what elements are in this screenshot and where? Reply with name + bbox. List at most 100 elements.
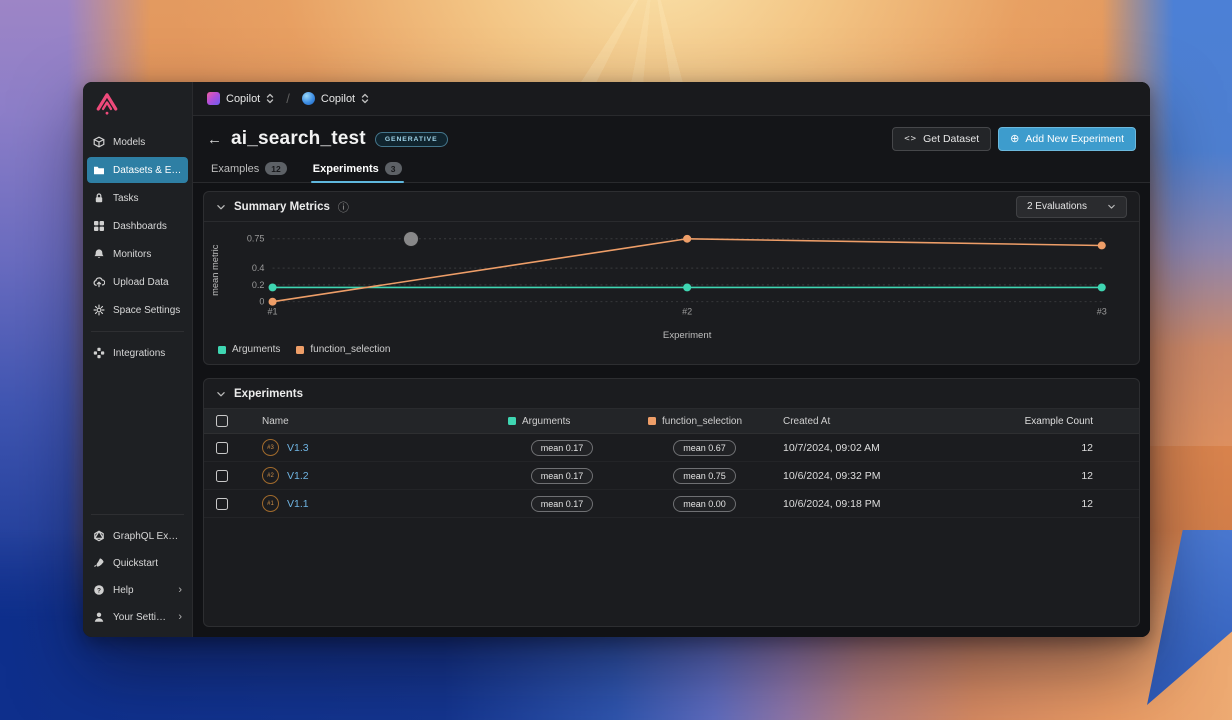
- function-selection-mean-pill: mean 0.00: [673, 495, 736, 512]
- gear-icon: [93, 304, 105, 316]
- collapse-chevron-icon[interactable]: [216, 203, 226, 211]
- row-checkbox[interactable]: [216, 497, 228, 510]
- svg-text:0.75: 0.75: [247, 234, 265, 244]
- table-row[interactable]: #3 V1.3 mean 0.17 mean 0.67 10/7/2024, 0…: [204, 434, 1139, 462]
- info-icon[interactable]: ⓘ: [337, 201, 349, 214]
- page-header: ← ai_search_test GENERATIVE <> Get Datas…: [193, 116, 1150, 153]
- breadcrumb-label: Copilot: [320, 92, 356, 105]
- row-checkbox[interactable]: [216, 441, 228, 454]
- metrics-line-chart: 0 0.2 0.4 0.75 #1 #2 #3 Experiment mean metric: [204, 222, 1139, 342]
- tab-count-badge: 3: [384, 162, 402, 175]
- column-header-arguments[interactable]: Arguments: [492, 416, 632, 427]
- function-selection-mean-pill: mean 0.75: [673, 467, 736, 484]
- experiment-number-badge: #1: [262, 495, 279, 512]
- sidebar-item-space-settings[interactable]: Space Settings: [87, 297, 188, 323]
- cloud-upload-icon: [93, 277, 105, 288]
- legend-label: Arguments: [232, 344, 281, 355]
- sidebar-item-datasets[interactable]: Datasets & Expe...: [87, 157, 188, 183]
- breadcrumb: Copilot / Copilot: [193, 82, 1150, 116]
- evaluations-dropdown-value: 2 Evaluations: [1026, 201, 1087, 212]
- sidebar-item-graphql-explorer[interactable]: GraphQL Explore...: [87, 523, 188, 549]
- chevron-right-icon: ›: [178, 611, 182, 623]
- svg-text:0: 0: [259, 297, 264, 307]
- sidebar-item-your-settings[interactable]: Your Settings ›: [87, 604, 188, 630]
- sidebar-item-dashboards[interactable]: Dashboards: [87, 213, 188, 239]
- back-button[interactable]: ←: [207, 130, 222, 148]
- sidebar-item-label: Dashboards: [113, 220, 167, 232]
- svg-text:Experiment: Experiment: [663, 330, 712, 341]
- integrations-icon: [93, 347, 105, 359]
- sidebar-item-help[interactable]: ? Help ›: [87, 577, 188, 603]
- breadcrumb-dataset-selector[interactable]: Copilot: [207, 92, 274, 105]
- collapse-chevron-icon[interactable]: [216, 390, 226, 398]
- experiment-name-link[interactable]: V1.1: [287, 497, 309, 510]
- example-count-cell: 12: [1081, 497, 1093, 510]
- created-at-cell: 10/7/2024, 09:02 AM: [783, 441, 880, 454]
- panel-title: Summary Metrics: [234, 200, 330, 213]
- sidebar-item-tasks[interactable]: Tasks: [87, 185, 188, 211]
- dataset-gradient-icon: [207, 92, 220, 105]
- sidebar-item-label: Upload Data: [113, 276, 169, 288]
- table-row[interactable]: #1 V1.1 mean 0.17 mean 0.00 10/6/2024, 0…: [204, 490, 1139, 518]
- svg-text:0.4: 0.4: [252, 263, 265, 273]
- sidebar-item-label: Integrations: [113, 347, 166, 359]
- select-all-checkbox[interactable]: [216, 415, 228, 427]
- chevron-down-icon: [1108, 204, 1115, 209]
- sidebar-divider: [91, 331, 184, 332]
- breadcrumb-separator: /: [286, 91, 290, 106]
- tab-label: Examples: [211, 162, 260, 175]
- example-count-cell: 12: [1081, 469, 1093, 482]
- tab-count-badge: 12: [265, 162, 287, 175]
- experiment-name-link[interactable]: V1.2: [287, 469, 309, 482]
- sidebar-item-monitors[interactable]: Monitors: [87, 241, 188, 267]
- legend-swatch: [218, 345, 226, 354]
- created-at-cell: 10/6/2024, 09:32 PM: [783, 469, 881, 482]
- person-icon: [94, 612, 104, 622]
- column-header-function-selection[interactable]: function_selection: [632, 416, 777, 427]
- tab-experiments[interactable]: Experiments 3: [310, 157, 404, 183]
- app-window: Models Datasets & Expe... Tasks Dashboar…: [83, 82, 1150, 637]
- sidebar-item-label: Models: [113, 136, 146, 148]
- column-header-created-at[interactable]: Created At: [783, 415, 831, 427]
- sidebar: Models Datasets & Expe... Tasks Dashboar…: [83, 82, 193, 637]
- get-dataset-button[interactable]: <> Get Dataset: [892, 127, 992, 151]
- cube-icon: [93, 136, 105, 148]
- sidebar-item-models[interactable]: Models: [87, 129, 188, 155]
- code-icon: <>: [904, 134, 918, 144]
- series-swatch: [508, 417, 516, 425]
- evaluations-dropdown[interactable]: 2 Evaluations: [1015, 195, 1127, 218]
- model-sphere-icon: [301, 92, 315, 105]
- folder-icon: [94, 166, 104, 175]
- arguments-mean-pill: mean 0.17: [530, 439, 594, 456]
- generative-badge: GENERATIVE: [374, 131, 448, 147]
- page-content: Summary Metrics ⓘ 2 Evaluations 0 0.2 0.4 0…: [193, 183, 1150, 637]
- table-row[interactable]: #2 V1.2 mean 0.17 mean 0.75 10/6/2024, 0…: [204, 462, 1139, 490]
- svg-text:0.2: 0.2: [252, 280, 265, 290]
- rocket-icon: [94, 558, 104, 567]
- svg-text:mean metric: mean metric: [210, 244, 221, 296]
- help-icon: ?: [94, 585, 104, 595]
- column-header-example-count[interactable]: Example Count: [1024, 415, 1093, 427]
- page-title: ai_search_test: [231, 128, 366, 149]
- tab-examples[interactable]: Examples 12: [209, 157, 289, 182]
- sidebar-divider: [91, 514, 184, 515]
- chevron-up-down-icon: [267, 93, 274, 104]
- legend-item-function-selection: function_selection: [296, 344, 390, 355]
- sidebar-item-upload-data[interactable]: Upload Data: [87, 269, 188, 295]
- column-header-name[interactable]: Name: [262, 415, 289, 427]
- arize-logo[interactable]: [83, 82, 192, 128]
- legend-item-arguments: Arguments: [218, 344, 280, 355]
- arguments-mean-pill: mean 0.17: [530, 467, 594, 484]
- experiment-name-link[interactable]: V1.3: [287, 441, 309, 454]
- svg-text:#1: #1: [268, 307, 278, 317]
- series-swatch: [648, 417, 656, 425]
- sidebar-item-label: Quickstart: [113, 557, 159, 569]
- sidebar-item-label: Your Settings: [113, 611, 171, 623]
- created-at-cell: 10/6/2024, 09:18 PM: [783, 497, 881, 510]
- breadcrumb-model-selector[interactable]: Copilot: [301, 92, 369, 105]
- sidebar-item-integrations[interactable]: Integrations: [87, 340, 188, 366]
- row-checkbox[interactable]: [216, 469, 228, 482]
- add-new-experiment-button[interactable]: ⊕ Add New Experiment: [998, 127, 1136, 151]
- sidebar-item-quickstart[interactable]: Quickstart: [87, 550, 188, 576]
- legend-label: function_selection: [310, 344, 391, 355]
